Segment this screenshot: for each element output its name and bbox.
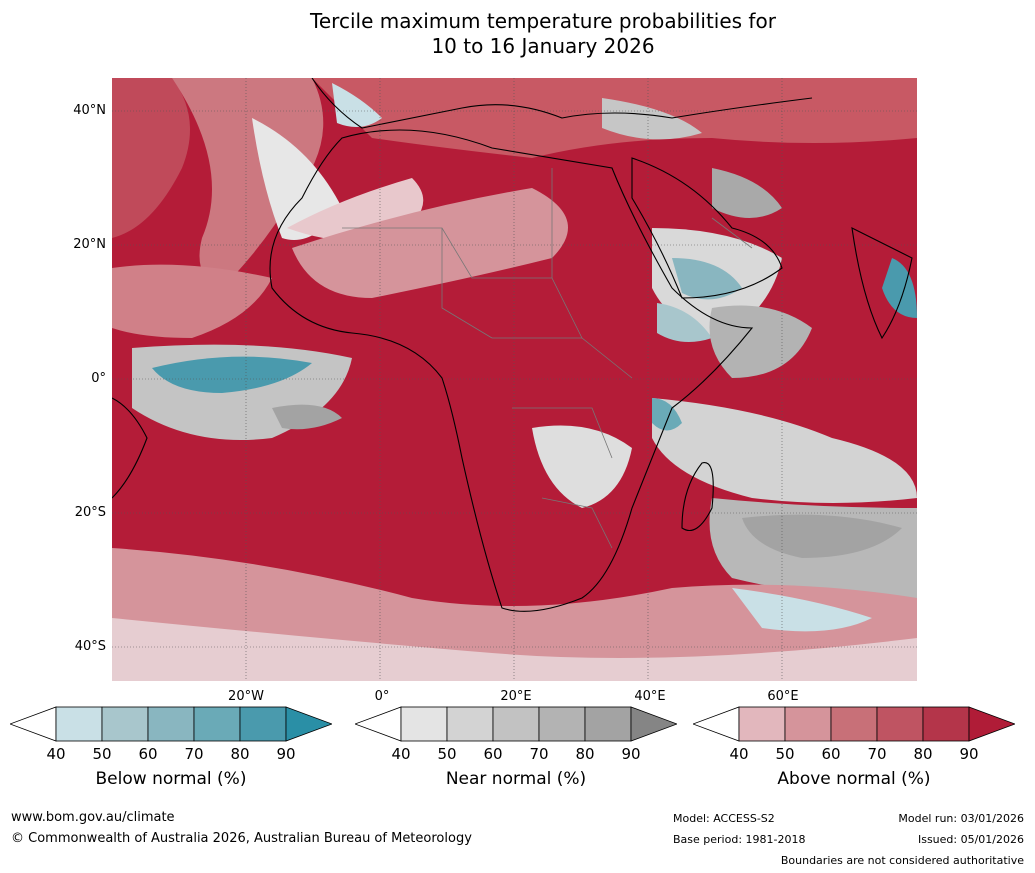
colorbar-arrow-low <box>10 706 57 742</box>
map-patch <box>709 305 812 378</box>
title-line-2: 10 to 16 January 2026 <box>431 34 655 58</box>
above-normal-colorbar <box>693 706 1015 742</box>
lat-label-40n: 40°N <box>73 103 106 118</box>
colorbar-arrow-low <box>355 706 402 742</box>
colorbar-swatch <box>738 706 786 742</box>
colorbar-swatch <box>446 706 494 742</box>
map-patch <box>292 188 568 298</box>
graticule <box>112 78 917 681</box>
map-patch <box>712 168 782 218</box>
lon-label-20w: 20°W <box>228 689 264 704</box>
map-patch <box>332 83 382 127</box>
copyright-text: © Commonwealth of Australia 2026, Austra… <box>11 831 472 846</box>
below-normal-colorbar <box>10 706 332 742</box>
colorbar-tick-label: 50 <box>437 745 457 763</box>
base-period-text: Base period: 1981-2018 <box>673 833 806 846</box>
map-canvas <box>112 78 917 681</box>
colorbar-tick-label: 80 <box>913 745 933 763</box>
model-run-text: Model run: 03/01/2026 <box>898 812 1024 825</box>
colorbar-arrow-low <box>693 706 740 742</box>
colorbar-arrow-high <box>630 706 677 742</box>
lat-label-equator: 0° <box>91 371 106 386</box>
lat-label-20s: 20°S <box>74 505 106 520</box>
map-patch <box>152 356 312 393</box>
colorbar-swatch <box>400 706 448 742</box>
colorbar-tick-label: 50 <box>92 745 112 763</box>
colorbar-tick-label: 40 <box>46 745 66 763</box>
colorbar-tick-label: 70 <box>184 745 204 763</box>
map-patch <box>657 303 712 342</box>
lat-label-40s: 40°S <box>74 639 106 654</box>
map-patch <box>112 618 917 681</box>
colorbar-tick-label: 90 <box>276 745 296 763</box>
model-text: Model: ACCESS-S2 <box>673 812 775 825</box>
colorbar-tick-label: 60 <box>821 745 841 763</box>
map-patch <box>672 258 742 300</box>
map-patch <box>652 398 682 431</box>
colorbar-tick-label: 40 <box>391 745 411 763</box>
colorbar-swatch <box>239 706 287 742</box>
colorbar-tick-label: 80 <box>230 745 250 763</box>
colorbar-swatch <box>492 706 540 742</box>
colorbar-swatch <box>101 706 149 742</box>
map-patch <box>732 588 872 632</box>
colorbar-tick-label: 60 <box>483 745 503 763</box>
south-america-coast <box>112 397 148 499</box>
below-normal-title: Below normal (%) <box>95 769 247 789</box>
coastlines <box>112 78 913 612</box>
near-normal-colorbar <box>355 706 677 742</box>
colorbar-tick-label: 50 <box>775 745 795 763</box>
colorbar-tick-label: 40 <box>729 745 749 763</box>
lon-label-20e: 20°E <box>500 689 532 704</box>
near-normal-title: Near normal (%) <box>445 769 587 789</box>
arabia-coast <box>631 157 783 299</box>
map-patch <box>112 78 190 238</box>
map-patch <box>652 398 917 503</box>
lon-label-0: 0° <box>374 689 390 704</box>
colorbar-swatch <box>876 706 924 742</box>
india-coast <box>851 227 913 340</box>
colorbar-tick-label: 70 <box>529 745 549 763</box>
colorbar-swatch <box>784 706 832 742</box>
colorbar-swatch <box>193 706 241 742</box>
colorbar-swatch <box>147 706 195 742</box>
disclaimer-text: Boundaries are not considered authoritat… <box>780 854 1024 867</box>
lat-label-20n: 20°N <box>73 237 106 252</box>
colorbar-tick-label: 90 <box>621 745 641 763</box>
map-patch <box>112 264 272 338</box>
map-patch <box>272 404 342 430</box>
country-borders <box>342 168 753 549</box>
africa-coast <box>269 129 754 612</box>
lon-label-40e: 40°E <box>634 689 666 704</box>
map-patch <box>252 118 342 240</box>
colorbar-tick-label: 60 <box>138 745 158 763</box>
colorbar-swatch <box>922 706 970 742</box>
colorbar-tick-label: 80 <box>575 745 595 763</box>
colorbar-tick-label: 70 <box>867 745 887 763</box>
website-link[interactable]: www.bom.gov.au/climate <box>11 810 175 825</box>
lon-label-60e: 60°E <box>767 689 799 704</box>
colorbar-swatch <box>584 706 632 742</box>
colorbar-arrow-high <box>285 706 332 742</box>
title-line-1: Tercile maximum temperature probabilitie… <box>310 9 776 33</box>
colorbar-swatch <box>55 706 103 742</box>
issued-text: Issued: 05/01/2026 <box>917 833 1024 846</box>
above-normal-title: Above normal (%) <box>777 769 931 789</box>
colorbar-swatch <box>538 706 586 742</box>
colorbar-arrow-high <box>968 706 1015 742</box>
colorbar-swatch <box>830 706 878 742</box>
probability-map <box>112 78 917 681</box>
colorbar-tick-label: 90 <box>959 745 979 763</box>
chart-title: Tercile maximum temperature probabilitie… <box>0 9 1035 59</box>
europe-coast <box>311 78 813 129</box>
map-patch <box>172 78 324 288</box>
map-patch <box>602 98 702 140</box>
madagascar-coast <box>681 462 714 532</box>
